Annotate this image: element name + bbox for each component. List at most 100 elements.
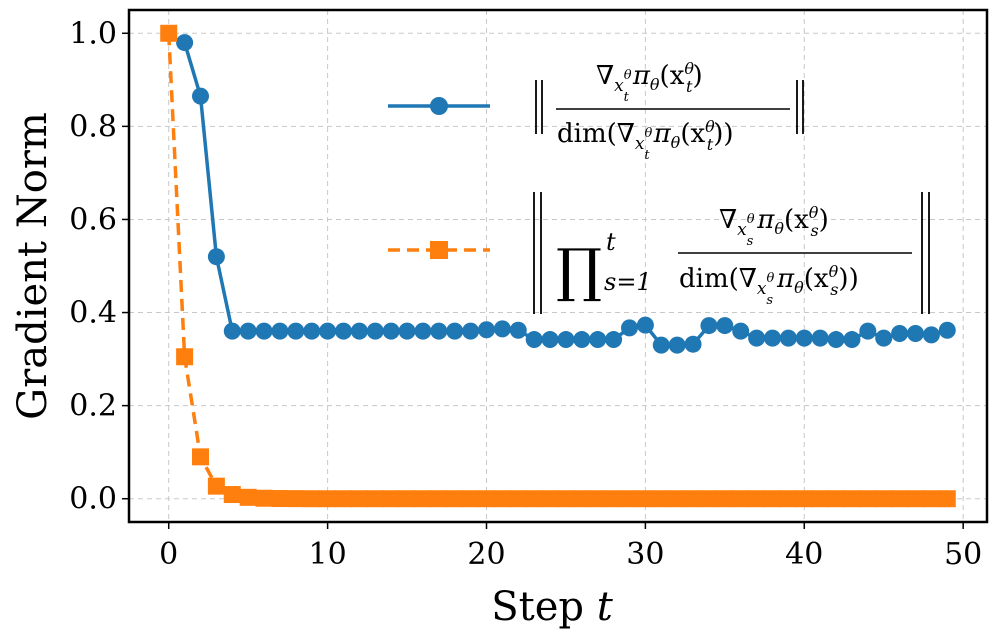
sub-x: x [614,76,624,96]
arg-close: )) [838,264,858,294]
data-point-orange [271,490,289,508]
legend: ∇xθ tπθ(xθ t) dim(∇xθ tπθ(xθ t)) ∏ t s=1 ∇xθ… [388,59,930,314]
data-point-blue [636,316,654,334]
arg-open: (x [784,205,809,235]
data-point-orange [398,490,416,508]
data-point-blue [176,34,194,52]
data-point-blue [239,322,257,340]
data-point-orange [621,490,638,508]
data-point-orange [795,490,813,508]
dim-nabla: dim(∇ [679,264,757,294]
sub-x: x [737,220,747,240]
arg-sup: θ [829,262,839,281]
data-point-blue [335,322,352,340]
product-lower: s=1 [604,268,652,296]
dim-nabla: dim(∇ [557,119,635,149]
arg-sub: t [707,135,714,154]
y-tick-label: 0.8 [69,109,117,144]
data-point-blue [684,335,702,353]
arg-sub: s [830,280,838,299]
data-point-blue [907,324,924,342]
arg-sup: θ [809,203,819,222]
legend-blue-numerator: ∇xθ tπθ(xθ t) [596,59,703,105]
data-point-blue [827,331,845,349]
data-point-blue [478,321,495,339]
nabla: ∇ [719,205,737,235]
data-point-orange [573,490,591,508]
pi: π [776,264,795,294]
data-point-blue [605,331,623,349]
data-point-blue [207,248,225,266]
data-point-blue [589,331,607,349]
x-axis-label: Step t [491,584,613,630]
data-point-orange [525,490,543,508]
x-axis-label-text: Step [491,584,584,630]
y-tick-label: 0.2 [69,389,117,424]
series-orange-group [160,24,956,508]
data-point-orange [843,490,861,508]
data-point-orange [605,490,623,508]
data-point-orange [938,490,956,508]
x-tick-label: 40 [785,537,823,572]
sub-theta: θ [671,133,681,152]
x-tick-label: 10 [309,537,347,572]
data-point-blue [525,331,543,349]
arg-close: )) [713,119,733,149]
data-point-blue [303,322,321,340]
arg-sup: θ [705,117,715,136]
data-point-blue [811,329,829,347]
subsub-s: s [766,293,773,308]
data-point-blue [287,322,305,340]
data-point-orange [875,490,893,508]
data-point-blue [541,331,559,349]
sup-theta: θ [645,126,653,141]
arg-close: ) [819,205,829,235]
data-point-orange [414,490,432,508]
sub-theta: θ [774,219,784,238]
data-point-blue [509,321,527,339]
y-tick-label: 0.4 [69,296,117,331]
data-point-blue [668,336,686,354]
series-blue-group [176,34,956,354]
x-axis-label-var: t [597,584,614,630]
data-point-orange [239,488,257,506]
legend-blue-denominator: dim(∇xθ tπθ(xθ t)) [557,117,734,163]
data-point-orange [303,490,321,508]
data-point-blue [382,322,400,340]
data-point-blue [764,329,781,347]
arg-sub: s [810,221,818,240]
sub-x: x [635,134,645,154]
data-point-orange [907,490,924,508]
x-tick-label: 50 [944,537,982,572]
legend-marker-orange [430,241,448,259]
arg-open: (x [680,119,705,149]
legend-label-blue: ∇xθ tπθ(xθ t) dim(∇xθ tπθ(xθ t)) [535,59,804,163]
data-point-blue [573,331,591,349]
pi: π [632,61,651,91]
data-point-orange [446,490,464,508]
data-point-orange [716,490,734,508]
subsub-s: s [747,234,754,249]
legend-marker-blue [430,97,448,115]
subsub-t: t [644,148,650,163]
sub-theta: θ [794,278,804,297]
data-point-orange [811,490,829,508]
data-point-orange [922,490,940,508]
data-point-orange [557,490,575,508]
legend-orange-numerator: ∇xθ sπθ(xθ s) [719,203,829,249]
data-point-blue [891,324,909,342]
nabla: ∇ [596,61,614,91]
sub-x: x [757,279,767,299]
data-point-orange [764,490,781,508]
data-point-orange [668,490,686,508]
y-tick-label: 1.0 [69,16,117,51]
data-point-blue [493,320,511,338]
data-point-orange [319,490,337,508]
x-tick-label: 30 [626,537,664,572]
subsub-t: t [624,90,630,105]
data-point-blue [462,322,480,340]
x-tick-label: 20 [467,537,505,572]
data-point-blue [271,322,289,340]
data-point-blue [875,329,893,347]
